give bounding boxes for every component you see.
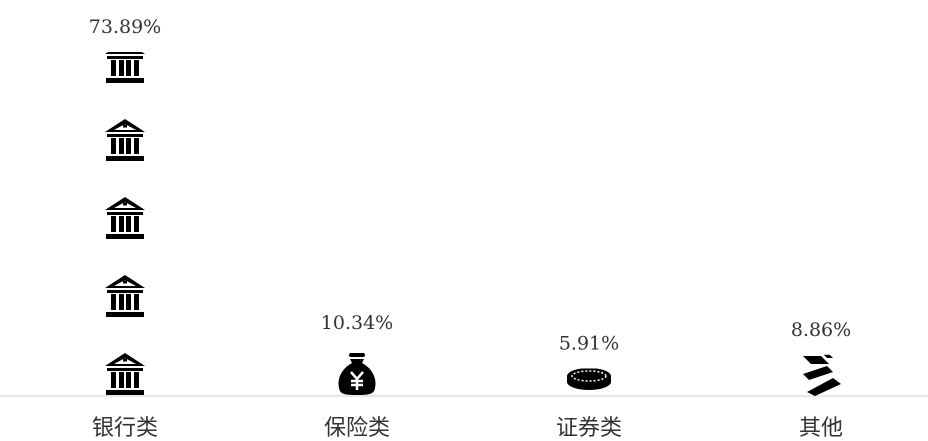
x-tick-label: 证券类 <box>556 416 622 441</box>
value-label: 10.34% <box>321 312 393 334</box>
bar-icon <box>105 197 145 239</box>
value-label: 73.89% <box>89 16 161 38</box>
bar-icon <box>337 352 377 396</box>
value-label: 8.86% <box>791 319 851 341</box>
bar-icon <box>105 353 145 395</box>
x-tick-label: 保险类 <box>324 416 390 441</box>
bar-icon <box>105 275 145 317</box>
pictorial-bar <box>105 52 145 395</box>
x-tick-label: 银行类 <box>92 416 158 441</box>
bar-icon <box>567 368 611 391</box>
bar-icon <box>105 119 145 161</box>
pictorial-bar <box>567 368 611 391</box>
bar-icon <box>105 52 145 83</box>
pictorial-bar <box>337 352 377 396</box>
pictorial-bar <box>803 354 841 396</box>
x-tick-label: 其他 <box>799 416 843 441</box>
value-label: 5.91% <box>559 332 619 354</box>
bar-icon <box>803 354 841 396</box>
